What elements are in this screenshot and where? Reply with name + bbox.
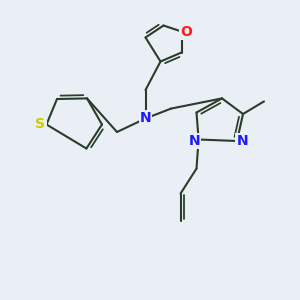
Text: S: S bbox=[35, 118, 46, 131]
Text: O: O bbox=[180, 25, 192, 38]
Text: N: N bbox=[237, 134, 248, 148]
Text: N: N bbox=[140, 112, 151, 125]
Text: N: N bbox=[188, 134, 200, 148]
